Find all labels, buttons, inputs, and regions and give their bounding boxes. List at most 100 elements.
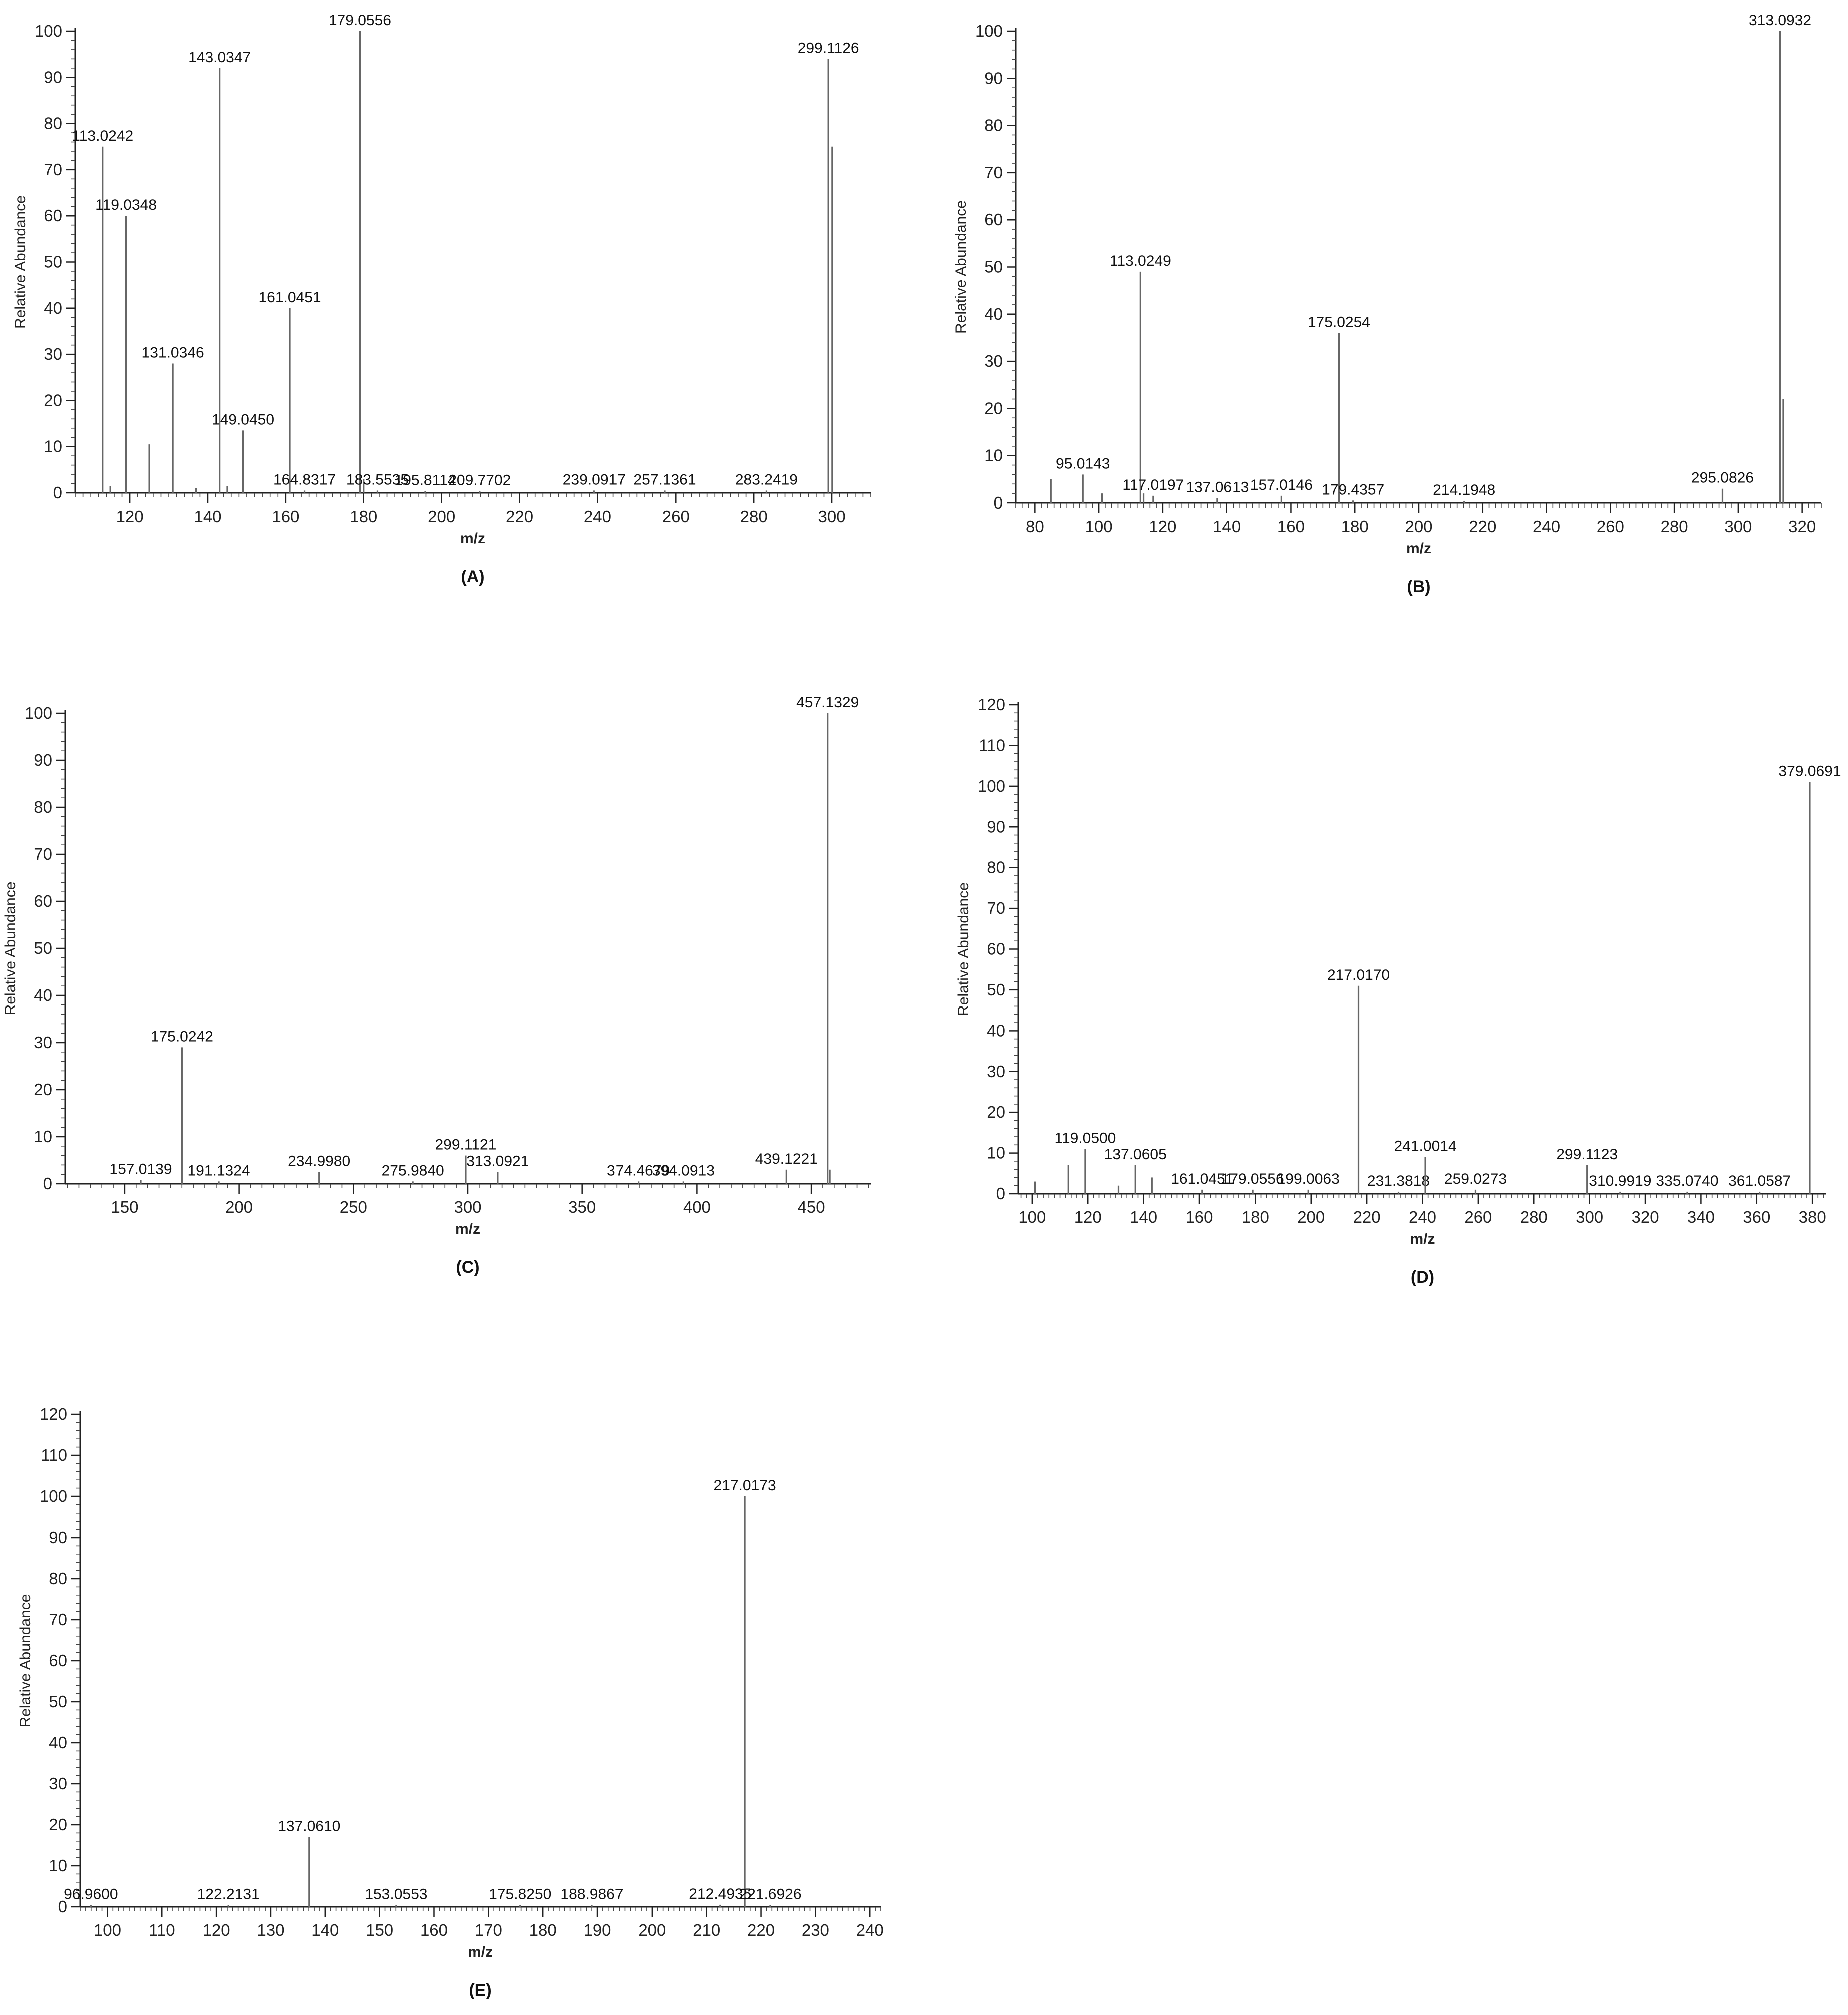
x-axis-title: m/z [468, 1944, 493, 1960]
x-tick-label: 150 [366, 1921, 393, 1939]
x-tick-label: 220 [1469, 517, 1496, 536]
y-tick-label: 80 [984, 116, 1003, 135]
peak-label: 217.0173 [714, 1477, 776, 1494]
x-tick-label: 350 [568, 1198, 596, 1216]
peak-label: 164.8317 [273, 471, 336, 488]
y-tick-label: 40 [49, 1733, 67, 1752]
y-tick-label: 50 [987, 980, 1005, 999]
y-axis-title: Relative Abundance [2, 882, 19, 1016]
y-axis-title: Relative Abundance [953, 200, 969, 334]
y-tick-label: 110 [41, 1446, 67, 1464]
spectrum-panel: 100 120 140 160 180 200 220 240 260 280 300 320 340 3… [955, 695, 1841, 1287]
x-tick-label: 260 [662, 507, 690, 526]
x-tick-label: 110 [149, 1921, 175, 1939]
peak-label: 239.0917 [563, 471, 626, 488]
x-tick-label: 280 [1661, 517, 1688, 536]
x-tick-label: 300 [1724, 517, 1752, 536]
peak-label: 335.0740 [1656, 1173, 1718, 1189]
x-tick-label: 200 [225, 1198, 253, 1216]
peak-label: 394.0913 [652, 1162, 715, 1179]
y-tick-label: 40 [984, 305, 1003, 323]
y-tick-label: 0 [53, 483, 62, 502]
y-axis-title: Relative Abundance [955, 882, 972, 1016]
y-tick-label: 0 [58, 1897, 67, 1916]
peak-label: 295.0826 [1691, 470, 1754, 486]
y-tick-label: 0 [994, 493, 1003, 512]
x-tick-label: 200 [1297, 1208, 1325, 1226]
y-tick-label: 70 [984, 163, 1003, 182]
peak-label: 231.3818 [1367, 1173, 1430, 1189]
x-tick-label: 250 [340, 1198, 367, 1216]
peak-label: 113.0242 [72, 128, 133, 144]
x-tick-label: 320 [1631, 1208, 1659, 1226]
peak-label: 179.0556 [329, 12, 391, 29]
y-tick-label: 0 [996, 1184, 1005, 1203]
x-tick-label: 280 [1520, 1208, 1548, 1226]
y-tick-label: 50 [44, 253, 62, 271]
peak-label: 199.0063 [1277, 1171, 1340, 1187]
peak-label: 217.0170 [1327, 967, 1390, 983]
x-tick-label: 180 [1341, 517, 1369, 536]
y-tick-label: 90 [987, 817, 1005, 836]
x-tick-label: 190 [583, 1921, 611, 1939]
x-tick-label: 300 [818, 507, 846, 526]
peak-label: 95.0143 [1056, 455, 1110, 472]
x-tick-label: 80 [1026, 517, 1044, 536]
x-tick-label: 140 [194, 507, 221, 526]
x-tick-label: 360 [1743, 1208, 1770, 1226]
peak-label: 257.1361 [633, 471, 696, 488]
x-tick-label: 240 [584, 507, 611, 526]
peak-label: 195.8114 [395, 472, 456, 488]
y-tick-label: 100 [975, 22, 1003, 40]
x-tick-label: 400 [683, 1198, 711, 1216]
x-tick-label: 380 [1799, 1208, 1826, 1226]
peak-label: 241.0014 [1394, 1138, 1457, 1155]
y-tick-label: 100 [978, 777, 1005, 795]
y-tick-label: 70 [44, 160, 62, 179]
y-tick-label: 40 [987, 1021, 1005, 1040]
x-tick-label: 180 [1242, 1208, 1269, 1226]
y-tick-label: 110 [979, 736, 1005, 754]
peak-label: 153.0553 [365, 1886, 427, 1903]
y-tick-label: 30 [984, 352, 1003, 370]
y-tick-label: 40 [34, 986, 52, 1004]
peak-label: 379.0691 [1778, 763, 1841, 780]
y-tick-label: 30 [49, 1774, 67, 1793]
peak-label: 183.5535 [346, 471, 409, 488]
y-tick-label: 80 [49, 1569, 67, 1588]
x-axis-title: m/z [460, 530, 485, 547]
y-axis-title: Relative Abundance [17, 1594, 34, 1728]
x-tick-label: 450 [798, 1198, 825, 1216]
y-tick-label: 80 [34, 798, 52, 816]
x-axis-title: m/z [1410, 1231, 1435, 1247]
y-tick-label: 100 [25, 704, 52, 722]
peak-label: 299.1121 [435, 1137, 496, 1153]
y-tick-label: 80 [44, 114, 62, 133]
x-tick-label: 100 [1085, 517, 1113, 536]
peak-label: 175.0254 [1308, 314, 1370, 331]
peak-label: 119.0348 [95, 197, 157, 213]
peak-label: 137.0613 [1186, 479, 1249, 496]
spectrum-panel: 100 110 120 130 140 150 160 170 180 190 200 210 220 2… [17, 1405, 884, 2000]
y-tick-label: 10 [49, 1856, 67, 1875]
peak-label: 209.7702 [448, 472, 511, 488]
spectrum-panel: 80 100 120 140 160 180 200 220 240 260 280 300 320 0 1… [953, 12, 1822, 596]
x-tick-label: 320 [1788, 517, 1816, 536]
y-tick-label: 70 [987, 899, 1005, 917]
y-tick-label: 100 [40, 1487, 67, 1505]
x-tick-label: 120 [203, 1921, 230, 1939]
y-tick-label: 70 [34, 845, 52, 863]
y-tick-label: 50 [49, 1692, 67, 1711]
x-tick-label: 160 [1277, 517, 1305, 536]
x-tick-label: 180 [350, 507, 377, 526]
x-tick-label: 220 [747, 1921, 775, 1939]
y-tick-label: 30 [34, 1033, 52, 1052]
y-tick-label: 60 [987, 940, 1005, 958]
peak-label: 157.0146 [1250, 477, 1313, 493]
peak-label: 117.0197 [1122, 477, 1184, 493]
x-tick-label: 100 [94, 1921, 121, 1939]
peak-label: 191.1324 [187, 1162, 250, 1179]
x-tick-label: 200 [428, 507, 455, 526]
y-tick-label: 20 [49, 1815, 67, 1834]
peak-label: 143.0347 [188, 49, 251, 66]
